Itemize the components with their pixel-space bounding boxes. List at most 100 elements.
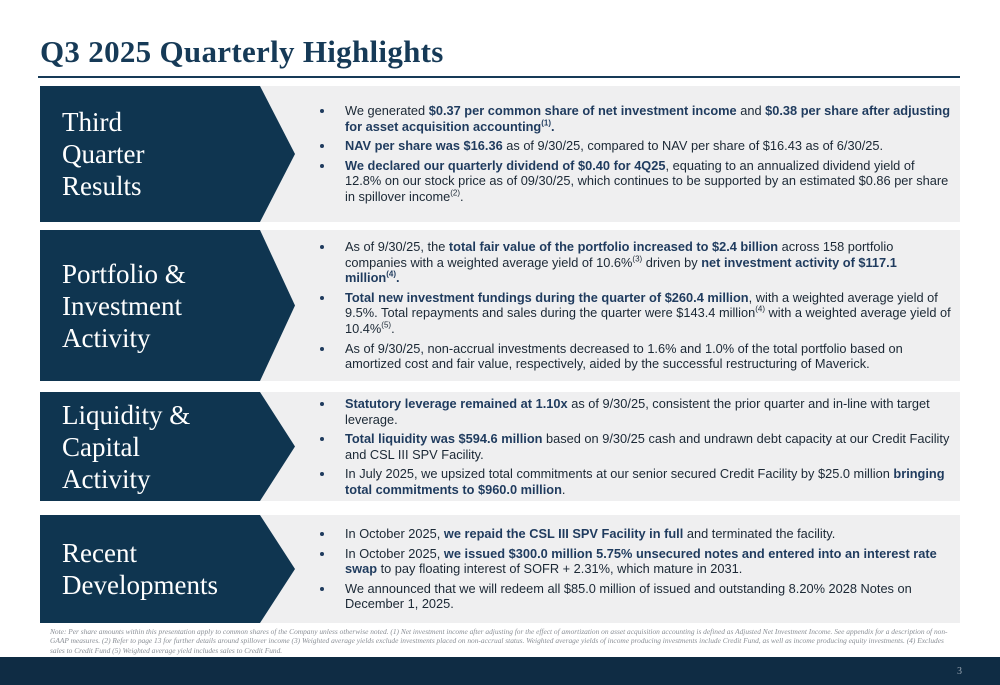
text-run: . [396,270,400,286]
bullet: NAV per share was $16.36 as of 9/30/25, … [320,138,953,154]
text-run: (3) [632,254,643,264]
chevron-shape [40,392,295,501]
text-run: We generated [345,103,429,118]
chevron [40,230,295,381]
text-run: NAV per share was $16.36 [345,138,503,154]
text-run: As of 9/30/25, the [345,239,449,254]
bullet-dot [320,586,324,591]
bullet: As of 9/30/25, the total fair value of t… [320,239,953,286]
bullet: In July 2025, we upsized total commitmen… [320,466,953,497]
text-run: $0.38 per share after adjusting for asse… [345,103,951,134]
text-run: . [391,320,395,336]
heading-line: Activity [62,463,151,494]
bullet: As of 9/30/25, non-accrual investments d… [320,340,953,372]
section-heading: Third Quarter Results [62,106,144,202]
bullet-dot [320,437,324,442]
heading-line: Capital [62,431,140,462]
section-panel: Portfolio & Investment Activity As of 9/30/… [40,230,960,381]
text-run: as of 9/30/25, consistent the prior quar… [345,396,930,427]
page-number: 3 [957,666,962,677]
text-run: , with a weighted average yield of 9.5%.… [345,289,938,321]
bullet-list: Statutory leverage remained at 1.10x as … [320,396,953,502]
chevron [40,392,295,501]
bullet-dot [320,532,324,536]
chevron-shape [40,86,295,222]
bullet-dot [320,144,324,149]
footnote: Note: Per share amounts within this pres… [50,627,948,655]
footer-bar: 3 [0,657,1000,685]
text-run: net investment activity of $117.1 millio… [345,254,897,286]
heading-line: Liquidity & [62,399,191,430]
section-panel: Recent Developments In October 2025, we re… [40,515,960,623]
title-rule [38,76,960,78]
bullet: Total liquidity was $594.6 million based… [320,431,953,462]
text-run: we repaid the CSL III SPV Facility in fu… [443,526,684,541]
text-run: , equating to an annualized dividend yie… [345,157,949,204]
bullet: We announced that we will redeem all $85… [320,580,953,612]
text-run: (4) [755,305,765,315]
bullet-dot [320,245,324,249]
heading-line: Recent [62,538,137,568]
bullet-dot [320,163,324,168]
bullet-list: As of 9/30/25, the total fair value of t… [320,239,953,376]
text-run: (2) [450,188,461,198]
bullet-list: We generated $0.37 per common share of n… [320,103,953,209]
chevron-shape [40,230,295,381]
bullet-list: In October 2025, we repaid the CSL III S… [320,526,953,616]
heading-line: Portfolio & [62,258,186,289]
text-run: we issued $300.0 million 5.75% unsecured… [345,545,937,577]
text-run: across 158 portfolio companies with a we… [345,239,894,270]
section-heading: Recent Developments [62,537,218,601]
bullet-dot [320,295,324,300]
text-run: In October 2025, [345,526,444,541]
text-run: to pay floating interest of SOFR + 2.31%… [377,561,743,577]
section-panel: Third Quarter Results We generated $0.37 pe… [40,86,960,222]
text-run: In October 2025, [345,545,444,561]
text-run: Statutory leverage remained at 1.10x [345,396,568,411]
text-run: As of 9/30/25, non-accrual investments d… [345,340,903,372]
text-run: based on 9/30/25 cash and undrawn debt c… [345,431,950,462]
bullet: Total new investment fundings during the… [320,289,953,337]
text-run: . [551,118,555,134]
heading-line: Results [62,171,142,201]
bullet-dot [320,472,324,477]
chevron-shape [40,515,295,623]
title: Q3 2025 Quarterly Highlights [40,34,444,69]
text-run: $0.37 per common share of net investment… [428,103,737,118]
bullet: We generated $0.37 per common share of n… [320,103,953,134]
heading-line: Activity [62,322,151,353]
text-run: We declared our quarterly dividend of $0… [345,157,666,173]
text-run: Total liquidity was $594.6 million [345,431,543,447]
bullet-dot [320,109,324,113]
chevron [40,515,295,623]
heading-line: Quarter [62,139,145,169]
text-run: and [736,103,766,118]
section-heading: Portfolio & Investment Activity [62,258,186,354]
text-run: and terminated the facility. [683,526,836,541]
text-run: as of 9/30/25, compared to NAV per share… [502,138,884,154]
text-run: with a weighted average yield of 10.4% [345,305,951,336]
text-run: (5) [381,320,392,330]
text-run: . [460,188,464,204]
bullet: Statutory leverage remained at 1.10x as … [320,396,953,427]
text-run: bringing total commitments to $960.0 mil… [345,466,945,497]
bullet-dot [320,402,324,406]
text-run: We announced that we will redeem all $85… [345,580,912,612]
text-run: (1) [541,118,552,128]
text-run: . [561,481,566,497]
heading-line: Third [62,107,122,137]
chevron [40,86,295,222]
bullet-dot [320,346,324,351]
bullet: In October 2025, we issued $300.0 millio… [320,545,953,577]
heading-line: Investment [62,290,182,321]
bullet: In October 2025, we repaid the CSL III S… [320,526,953,542]
bullet-dot [320,551,324,556]
text-run: driven by [642,254,702,270]
section-panel: Liquidity & Capital Activity Statutory leve… [40,392,960,501]
heading-line: Developments [62,570,218,600]
bullet: We declared our quarterly dividend of $0… [320,157,953,205]
text-run: total fair value of the portfolio increa… [448,239,779,254]
text-run: Total new investment fundings during the… [345,289,749,305]
text-run: In July 2025, we upsized total commitmen… [345,466,894,482]
